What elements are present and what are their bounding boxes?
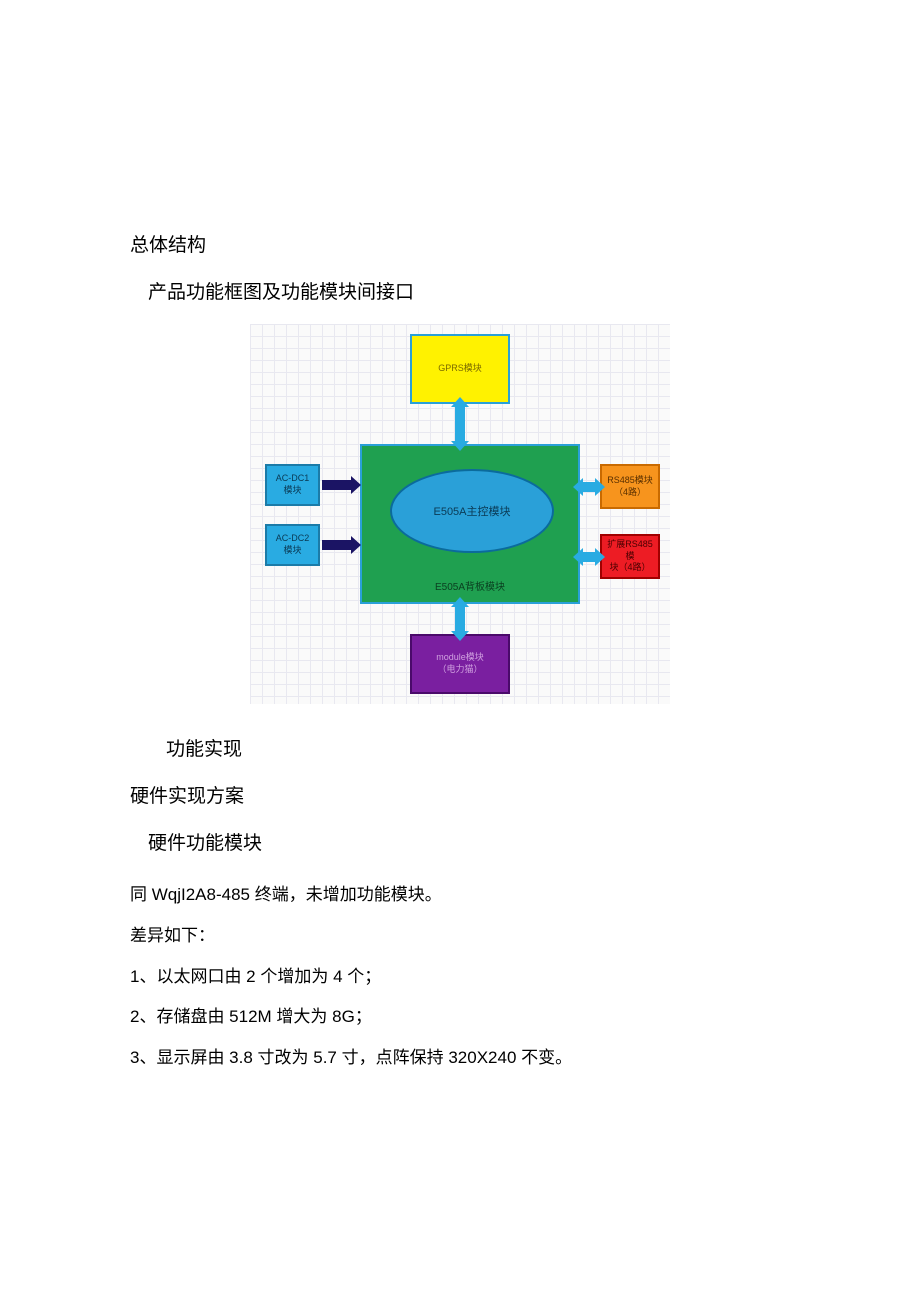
node-ext-rs485-label: 扩展RS485模 块（4路）	[606, 539, 654, 574]
paragraph-diff-intro: 差异如下：	[130, 916, 790, 957]
node-acdc1-label: AC-DC1 模块	[276, 473, 310, 496]
edge-arrow	[582, 482, 596, 492]
node-main-controller: E505A主控模块	[390, 469, 554, 553]
document-page: 总体结构 产品功能框图及功能模块间接口 GPRS模块 E505A背板模块 E50…	[0, 0, 920, 1179]
node-acdc1: AC-DC1 模块	[265, 464, 320, 506]
node-rs485: RS485模块 （4路）	[600, 464, 660, 509]
block-diagram: GPRS模块 E505A背板模块 E505A主控模块 AC-DC1 模块 AC-…	[250, 324, 670, 704]
edge-arrow	[322, 540, 352, 550]
heading-function-frame: 产品功能框图及功能模块间接口	[148, 277, 790, 304]
node-gprs: GPRS模块	[410, 334, 510, 404]
edge-arrow	[322, 480, 352, 490]
node-acdc2: AC-DC2 模块	[265, 524, 320, 566]
node-module-label: module模块 （电力猫）	[436, 652, 484, 675]
heading-overall-structure: 总体结构	[130, 230, 790, 257]
node-gprs-label: GPRS模块	[438, 363, 482, 375]
edge-arrow	[455, 406, 465, 442]
heading-hardware-scheme: 硬件实现方案	[130, 781, 790, 808]
paragraph-diff-3: 3、显示屏由 3.8 寸改为 5.7 寸，点阵保持 320X240 不变。	[130, 1038, 790, 1079]
node-ext-rs485: 扩展RS485模 块（4路）	[600, 534, 660, 579]
node-main-controller-label: E505A主控模块	[433, 503, 510, 519]
node-rs485-label: RS485模块 （4路）	[607, 475, 653, 498]
paragraph-same-as: 同 WqjI2A8-485 终端，未增加功能模块。	[130, 875, 790, 916]
edge-arrow	[582, 552, 596, 562]
edge-arrow	[455, 606, 465, 632]
node-main-board-label: E505A背板模块	[435, 581, 505, 594]
node-module: module模块 （电力猫）	[410, 634, 510, 694]
paragraph-diff-1: 1、以太网口由 2 个增加为 4 个；	[130, 957, 790, 998]
node-acdc2-label: AC-DC2 模块	[276, 533, 310, 556]
paragraph-diff-2: 2、存储盘由 512M 增大为 8G；	[130, 997, 790, 1038]
heading-function-impl: 功能实现	[166, 734, 790, 761]
heading-hardware-modules: 硬件功能模块	[148, 828, 790, 855]
